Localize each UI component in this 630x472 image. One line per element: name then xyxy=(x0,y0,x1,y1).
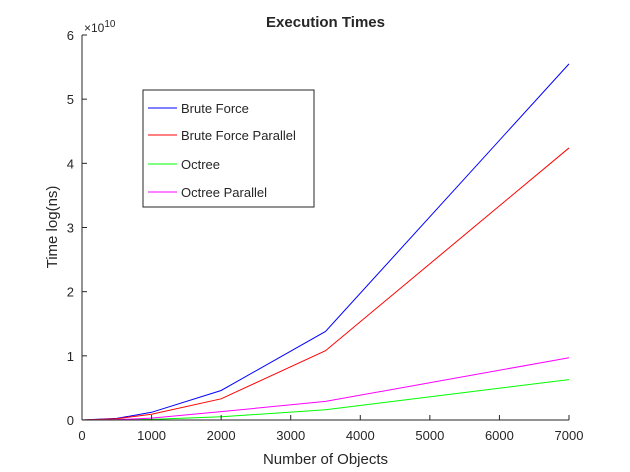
x-axis-label: Number of Objects xyxy=(263,451,388,468)
y-axis-label: Time log(ns) xyxy=(44,186,61,269)
x-tick-label: 4000 xyxy=(346,428,375,443)
y-axis-exponent: ×1010 xyxy=(84,19,116,35)
legend-label: Octree xyxy=(181,157,220,172)
legend-label: Octree Parallel xyxy=(181,185,267,200)
x-tick-label: 7000 xyxy=(555,428,584,443)
y-axis-exponent-power: 10 xyxy=(104,19,116,30)
x-tick-label: 6000 xyxy=(485,428,514,443)
x-tick-label: 0 xyxy=(78,428,85,443)
legend-label: Brute Force xyxy=(181,101,249,116)
y-tick-label: 1 xyxy=(67,349,74,364)
y-tick-label: 0 xyxy=(67,413,74,428)
y-tick-label: 5 xyxy=(67,92,74,107)
y-tick-label: 2 xyxy=(67,285,74,300)
x-tick-label: 1000 xyxy=(137,428,166,443)
x-tick-label: 3000 xyxy=(276,428,305,443)
y-axis-exponent-base: ×10 xyxy=(84,21,105,35)
x-tick-label: 2000 xyxy=(207,428,236,443)
series-line-brute-force-parallel xyxy=(81,147,570,421)
y-tick-label: 3 xyxy=(67,221,74,236)
y-tick-label: 6 xyxy=(67,28,74,43)
y-tick-label: 4 xyxy=(67,156,74,171)
legend-label: Brute Force Parallel xyxy=(181,128,296,143)
axes-layer: 0 1000 2000 3000 4000 5000 6000 7000 0 1 2 3 4 5 6 xyxy=(67,28,584,443)
legend: Brute Force Brute Force Parallel Octree Oct… xyxy=(142,89,315,208)
chart-title: Execution Times xyxy=(266,14,385,31)
legend-box xyxy=(142,89,315,208)
x-tick-label: 5000 xyxy=(415,428,444,443)
